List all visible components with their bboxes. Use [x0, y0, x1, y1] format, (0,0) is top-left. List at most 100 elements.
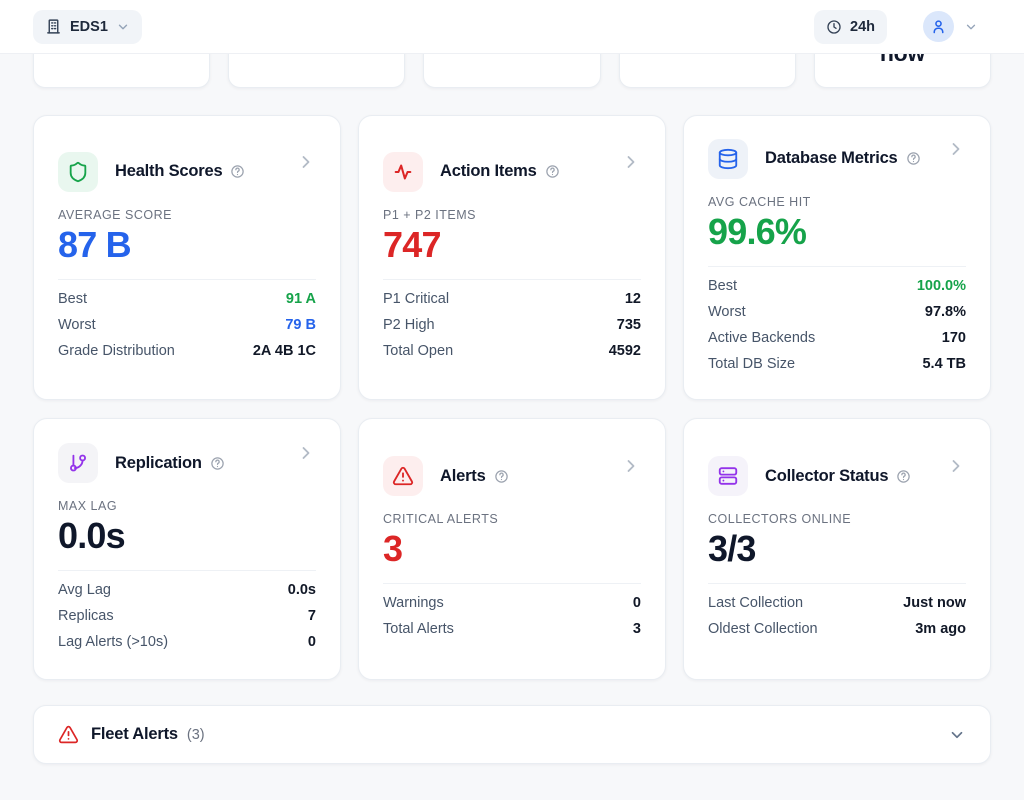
card-header: Action Items: [383, 151, 641, 192]
row-label: Active Backends: [708, 329, 816, 346]
help-icon[interactable]: [230, 164, 245, 179]
avatar: [923, 11, 954, 42]
metric-label: CRITICAL ALERTS: [383, 512, 499, 526]
metric-value: 3/3: [708, 528, 756, 569]
chevron-right-icon[interactable]: [621, 152, 641, 172]
row-value: 4592: [608, 342, 641, 359]
metric-row: Active Backends 170: [708, 325, 966, 351]
row-label: Worst: [58, 316, 96, 333]
row-label: P1 Critical: [383, 290, 450, 307]
metric-row: Total Open 4592: [383, 338, 641, 364]
row-value: 100.0%: [916, 277, 966, 294]
row-value: 3m ago: [915, 621, 966, 637]
user-icon: [930, 18, 947, 35]
metric-rows: P1 Critical 12 P2 High 735 Total Open 4592: [383, 278, 641, 364]
icon-tile: [383, 456, 423, 496]
metric-rows: Avg Lag 0.0s Replicas 7 Lag Alerts (>10s) 0: [58, 570, 316, 655]
help-icon[interactable]: [494, 469, 509, 484]
metric-label: AVERAGE SCORE: [58, 207, 172, 222]
chevron-right-icon[interactable]: [946, 139, 966, 159]
row-label: Warnings: [383, 595, 444, 611]
metric-row: Worst 97.8%: [708, 299, 966, 325]
metric-value: 99.6%: [708, 210, 807, 252]
metric-rows: Best 100.0% Worst 97.8% Active Backends 170 To…: [708, 265, 966, 377]
row-value: 735: [616, 316, 641, 333]
card-header: Collector Status: [708, 456, 966, 496]
row-value: 12: [624, 290, 641, 307]
chevron-down-icon: [116, 20, 130, 34]
fleet-alerts-bar[interactable]: Fleet Alerts (3): [33, 705, 991, 764]
card-title: Collector Status: [765, 466, 889, 485]
row-value: 97.8%: [924, 303, 966, 320]
card-action-items[interactable]: Action Items P1 + P2 ITEMS 747 P1 Critic…: [358, 115, 666, 400]
metric-row: P2 High 735: [383, 312, 641, 338]
chevron-down-icon: [964, 20, 978, 34]
fleet-alerts-title: Fleet Alerts: [91, 725, 178, 743]
help-icon[interactable]: [906, 151, 921, 166]
metric-value: 87 B: [58, 223, 132, 265]
row-value: 170: [941, 329, 966, 346]
card-title: Replication: [115, 453, 202, 472]
metric-label: COLLECTORS ONLINE: [708, 512, 852, 526]
card-header: Database Metrics: [708, 138, 966, 179]
row-label: Total Alerts: [383, 621, 454, 637]
org-selector-label: EDS1: [70, 18, 108, 35]
alert-triangle-icon: [392, 465, 414, 487]
row-label: Last Collection: [708, 595, 804, 611]
metrics-grid: Health Scores AVERAGE SCORE 87 B Best 91 …: [33, 115, 991, 680]
card-replication[interactable]: Replication MAX LAG 0.0s Avg Lag 0.0s Repl…: [33, 418, 341, 680]
help-icon[interactable]: [545, 164, 560, 179]
metric-row: Avg Lag 0.0s: [58, 577, 316, 603]
row-value: 3: [632, 621, 641, 637]
metric-row: Oldest Collection 3m ago: [708, 616, 966, 642]
row-label: Best: [58, 290, 88, 307]
metric-row: Best 100.0%: [708, 273, 966, 299]
metric-value: 747: [383, 223, 441, 265]
row-value: 2A 4B 1C: [252, 342, 316, 359]
row-value: 5.4 TB: [922, 355, 966, 372]
chevron-down-icon[interactable]: [948, 726, 966, 744]
metric-label: MAX LAG: [58, 499, 118, 513]
card-title: Action Items: [440, 162, 537, 180]
metric-label: AVG CACHE HIT: [708, 194, 811, 209]
card-header: Alerts: [383, 456, 641, 496]
row-label: Total DB Size: [708, 355, 796, 372]
chevron-right-icon[interactable]: [946, 456, 966, 476]
user-menu-button[interactable]: [923, 11, 978, 42]
card-alerts[interactable]: Alerts CRITICAL ALERTS 3 Warnings 0 Total …: [358, 418, 666, 680]
row-label: Grade Distribution: [58, 342, 175, 359]
row-value: 0: [307, 634, 316, 650]
metric-value: 0.0s: [58, 515, 126, 556]
chevron-right-icon[interactable]: [296, 443, 316, 463]
metric-row: P1 Critical 12: [383, 286, 641, 312]
metric-rows: Best 91 A Worst 79 B Grade Distribution 2A 4B…: [58, 278, 316, 364]
database-icon: [717, 148, 739, 170]
row-value: 79 B: [285, 316, 316, 333]
icon-tile: [708, 138, 748, 179]
chevron-right-icon[interactable]: [296, 152, 316, 172]
metric-row: Lag Alerts (>10s) 0: [58, 629, 316, 655]
row-label: Oldest Collection: [708, 621, 818, 637]
metric-value: 3: [383, 528, 403, 569]
server-stack-icon: [717, 465, 739, 487]
icon-tile: [58, 151, 98, 192]
help-icon[interactable]: [210, 456, 225, 471]
git-branch-icon: [67, 452, 89, 474]
icon-tile: [708, 456, 748, 496]
metric-row: Last Collection Just now: [708, 590, 966, 616]
clock-icon: [826, 19, 842, 35]
org-selector-button[interactable]: EDS1: [33, 9, 142, 44]
card-database-metrics[interactable]: Database Metrics AVG CACHE HIT 99.6% Bes…: [683, 115, 991, 400]
time-range-label: 24h: [850, 18, 875, 35]
icon-tile: [383, 151, 423, 192]
help-icon[interactable]: [896, 469, 911, 484]
metric-row: Grade Distribution 2A 4B 1C: [58, 338, 316, 364]
card-title: Alerts: [440, 466, 486, 485]
building-icon: [45, 18, 62, 35]
card-collector-status[interactable]: Collector Status COLLECTORS ONLINE 3/3 L…: [683, 418, 991, 680]
row-value: 7: [307, 608, 316, 624]
card-health-scores[interactable]: Health Scores AVERAGE SCORE 87 B Best 91 …: [33, 115, 341, 400]
time-range-button[interactable]: 24h: [814, 9, 887, 44]
card-header: Health Scores: [58, 151, 316, 192]
chevron-right-icon[interactable]: [621, 456, 641, 476]
